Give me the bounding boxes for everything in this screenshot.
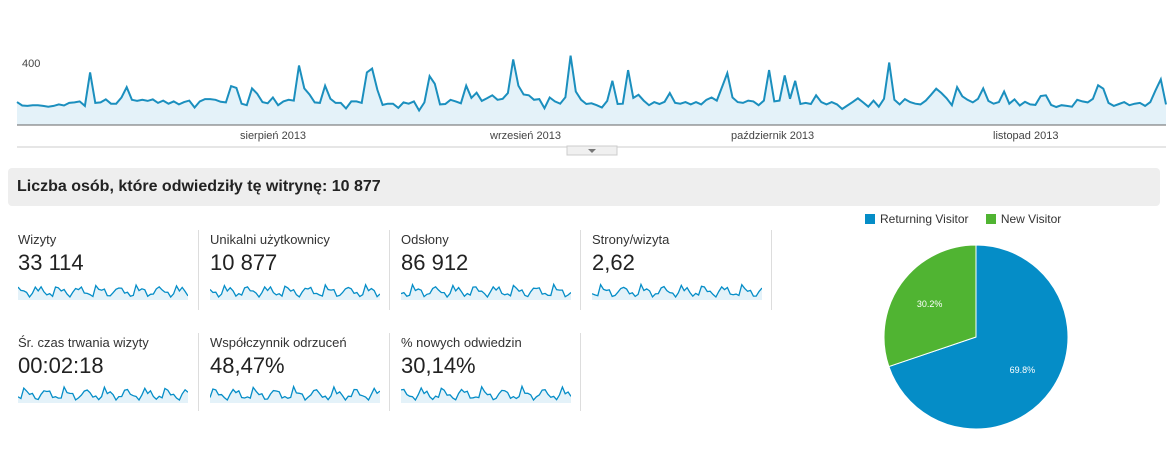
metric-label: Wizyty	[18, 232, 57, 247]
legend-label: New Visitor	[1000, 212, 1062, 226]
metric-label: Odsłony	[401, 232, 449, 247]
summary-title: Liczba osób, które odwiedziły tę witrynę…	[17, 178, 381, 196]
metric-bounce-rate[interactable]: Współczynnik odrzuceń 48,47%	[200, 335, 386, 415]
pie-slice-label: 69.8%	[1010, 365, 1036, 375]
legend-label: Returning Visitor	[880, 212, 969, 226]
metric-value: 33 114	[18, 250, 84, 275]
metric-avg-duration[interactable]: Śr. czas trwania wizyty 00:02:18	[8, 335, 194, 415]
metric-value: 2,62	[592, 250, 635, 275]
metric-value: 10 877	[210, 250, 278, 275]
sparkline-area	[18, 285, 188, 300]
legend-swatch	[865, 214, 875, 224]
unique-users-sparkline	[210, 283, 380, 300]
metric-divider	[198, 230, 199, 310]
metric-value: 86 912	[401, 250, 469, 275]
metric-divider	[580, 333, 581, 411]
x-axis-label: wrzesień 2013	[490, 130, 561, 142]
sparkline-line	[210, 384, 380, 402]
pie-legend: Returning Visitor New Visitor	[865, 212, 1075, 227]
x-axis-label: listopad 2013	[993, 130, 1059, 142]
metric-label: Współczynnik odrzuceń	[210, 335, 347, 350]
x-axis-label: październik 2013	[731, 130, 815, 142]
metric-new-visits[interactable]: % nowych odwiedzin 30,14%	[391, 335, 577, 415]
legend-item-returning[interactable]: Returning Visitor	[865, 212, 969, 226]
x-axis-label: sierpień 2013	[240, 130, 307, 142]
metric-divider	[771, 230, 772, 310]
metric-divider	[580, 230, 581, 310]
visits-timeline-line	[16, 55, 1167, 113]
metric-divider	[389, 230, 390, 310]
summary-value: 10 877	[331, 178, 381, 195]
sparkline-area	[401, 386, 571, 403]
avg-duration-sparkline	[18, 385, 188, 403]
metric-label: Strony/wizyta	[592, 232, 670, 247]
pie-slice-new[interactable]	[883, 244, 977, 368]
metric-pageviews[interactable]: Odsłony 86 912	[391, 232, 577, 312]
metric-value: 48,47%	[210, 353, 285, 378]
y-axis-tick: 400	[22, 58, 41, 70]
pageviews-sparkline	[401, 282, 571, 300]
visits-timeline-chart[interactable]	[0, 0, 1176, 160]
metric-unique-users[interactable]: Unikalni użytkownicy 10 877	[200, 232, 386, 312]
sparkline-area	[18, 387, 188, 403]
sparkline-area	[401, 284, 571, 300]
metric-label: Śr. czas trwania wizyty	[18, 335, 149, 350]
sparkline-line	[401, 384, 571, 402]
metric-label: % nowych odwiedzin	[401, 335, 522, 350]
summary-bar: Liczba osób, które odwiedziły tę witrynę…	[8, 168, 1160, 206]
sparkline-line	[592, 282, 762, 299]
summary-title-text: Liczba osób, które odwiedziły tę witrynę…	[17, 178, 328, 195]
metric-label: Unikalni użytkownicy	[210, 232, 330, 247]
legend-swatch	[985, 214, 996, 224]
metric-value: 30,14%	[401, 353, 476, 378]
metric-pages-per-visit[interactable]: Strony/wizyta 2,62	[582, 232, 768, 312]
sparkline-line	[210, 283, 380, 299]
metric-visits[interactable]: Wizyty 33 114	[8, 232, 194, 312]
visits-timeline-area	[17, 55, 1166, 125]
metric-divider	[389, 333, 390, 411]
sparkline-line	[18, 283, 188, 299]
new-visits-sparkline	[401, 384, 571, 403]
legend-item-new[interactable]: New Visitor	[985, 212, 1062, 226]
metric-divider	[198, 333, 199, 411]
visits-sparkline	[18, 283, 188, 300]
metric-value: 00:02:18	[18, 353, 104, 378]
pages-per-visit-sparkline	[592, 282, 762, 300]
visitor-type-pie[interactable]: 69.8% 30.2%	[876, 240, 1076, 435]
sparkline-line	[401, 282, 571, 299]
pie-slice-returning[interactable]	[888, 244, 1069, 430]
sparkline-line	[18, 385, 188, 402]
pie-slice-label: 30.2%	[917, 299, 943, 309]
chevron-down-icon	[588, 149, 596, 153]
bounce-rate-sparkline	[210, 384, 380, 403]
